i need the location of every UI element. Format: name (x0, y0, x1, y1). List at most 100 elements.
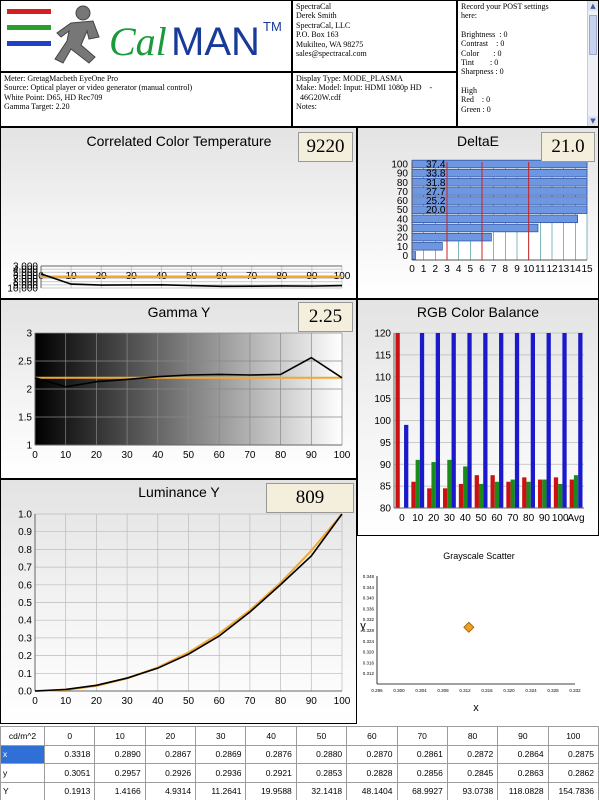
y-tick-label: 70 (397, 187, 409, 198)
table-cell[interactable]: 0.2853 (295, 763, 348, 783)
x-tick-label: 50 (183, 450, 195, 461)
table-cell[interactable]: 0.2828 (346, 763, 398, 783)
table-cell[interactable]: 0.2957 (94, 763, 146, 783)
green-bar (447, 459, 452, 508)
y-tick-label: 110 (375, 372, 391, 383)
x-tick-label: 60 (214, 696, 226, 707)
table-row: x 0.3318 0.2890 0.2867 0.2869 0.2876 0.2880 0.2… (0, 744, 599, 764)
y-tick-label: 0.328 (363, 628, 375, 633)
x-tick-label: 100 (552, 513, 569, 524)
table-row-label[interactable]: y (0, 763, 45, 783)
table-cell[interactable]: 68.9927 (396, 781, 448, 800)
table-row-label[interactable]: x (0, 744, 45, 764)
table-cell[interactable]: 93.0738 (446, 781, 499, 800)
x-tick-label: 0.328 (547, 688, 559, 693)
meter-info: Meter: GretagMacbeth EyeOne Pro Source: … (0, 72, 292, 127)
post-settings-scrollbar[interactable]: ▲ ▼ (587, 1, 598, 126)
table-cell[interactable]: 0.2872 (446, 744, 499, 764)
y-tick-label: 0.336 (363, 606, 375, 611)
x-tick-label: 13 (558, 264, 570, 275)
red-bar (538, 479, 543, 508)
table-cell[interactable]: 0.2890 (94, 744, 146, 764)
table-header-cell: 0 (43, 726, 96, 746)
table-cell[interactable]: 0.1913 (43, 781, 96, 800)
table-cell[interactable]: 0.2936 (195, 763, 247, 783)
table-cell[interactable]: 0.2867 (144, 744, 197, 764)
blue-bar (419, 333, 425, 508)
x-tick-label: 20 (91, 696, 103, 707)
table-cell[interactable]: 32.1418 (295, 781, 348, 800)
scroll-up-icon[interactable]: ▲ (588, 1, 598, 11)
table-cell[interactable]: 0.3318 (43, 744, 96, 764)
table-cell[interactable]: 0.2880 (295, 744, 348, 764)
table-row: y 0.3051 0.2957 0.2926 0.2936 0.2921 0.2853 0.2… (0, 763, 599, 783)
scroll-down-icon[interactable]: ▼ (588, 116, 598, 126)
blue-bar (562, 333, 567, 508)
chart-title: Correlated Color Temperature (87, 133, 272, 149)
x-tick-label: 0 (409, 264, 415, 275)
logo-stripe-green (7, 25, 51, 30)
x-tick-label: 50 (476, 513, 488, 524)
logo-trademark: TM (263, 19, 282, 34)
green-bar (431, 462, 436, 508)
y-tick-label: 50 (397, 205, 409, 216)
table-cell[interactable]: 0.2864 (497, 744, 549, 764)
table-row-label[interactable]: Y (0, 781, 45, 800)
table-cell[interactable]: 19.9588 (245, 781, 297, 800)
x-tick-label: 80 (275, 450, 287, 461)
deltae-bar (411, 251, 416, 260)
blue-bar (483, 333, 488, 508)
green-bar (558, 483, 563, 508)
gamma-chart: Gamma Y 1 1.5 2 2.5 3 0 10 20 30 40 50 60 70 80 90 100 2… (0, 299, 357, 479)
scatter-chart-svg: Grayscale Scatter 0.348 0.344 0.340 0.336 0.3… (360, 551, 581, 714)
table-cell[interactable]: 0.3051 (43, 763, 96, 783)
table-cell[interactable]: 0.2856 (396, 763, 448, 783)
table-cell[interactable]: 0.2870 (346, 744, 398, 764)
x-tick-label: 90 (306, 450, 318, 461)
red-bar (490, 475, 495, 508)
table-cell[interactable]: 118.0828 (497, 781, 549, 800)
y-tick-label: 0.324 (363, 639, 375, 644)
table-cell[interactable]: 0.2876 (245, 744, 297, 764)
table-cell[interactable]: 48.1404 (346, 781, 398, 800)
measured-line (34, 356, 343, 388)
table-cell[interactable]: 4.9314 (144, 781, 197, 800)
post-settings-textarea[interactable]: Record your POST settings here: Brightne… (457, 0, 599, 127)
x-tick-label: Avg (568, 513, 585, 524)
x-tick-label: 70 (244, 450, 256, 461)
table-cell[interactable]: 0.2875 (547, 744, 599, 764)
table-cell[interactable]: 11.2641 (195, 781, 247, 800)
x-tick-label: 0 (399, 513, 405, 524)
company-line: sales@spectracal.com (296, 49, 367, 59)
table-cell[interactable]: 0.2926 (144, 763, 197, 783)
y-tick-label: 0.8 (18, 545, 32, 556)
table-cell[interactable]: 154.7836 (547, 781, 599, 800)
table-cell[interactable]: 0.2861 (396, 744, 448, 764)
x-tick-label: 90 (306, 696, 318, 707)
logo-graphic: Cal MAN TM (7, 5, 282, 64)
table-cell[interactable]: 1.4166 (94, 781, 146, 800)
x-tick-label: 10 (412, 513, 424, 524)
red-bar (458, 483, 464, 508)
company-line: P.O. Box 163 (296, 30, 339, 40)
scrollbar-thumb[interactable] (589, 15, 597, 55)
y-tick-label: 0.348 (363, 574, 375, 579)
deltae-readout: 21.0 (541, 132, 595, 162)
x-axis-label: x (473, 702, 479, 714)
y-tick-label: 90 (380, 460, 392, 471)
table-cell[interactable]: 0.2845 (446, 763, 499, 783)
y-tick-label: 6,000 (13, 271, 38, 282)
x-tick-label: 100 (334, 696, 351, 707)
table-cell[interactable]: 0.2869 (195, 744, 247, 764)
table-cell[interactable]: 0.2863 (497, 763, 549, 783)
x-tick-label: 40 (152, 696, 164, 707)
measurement-table: cd/m^2 0 10 20 30 40 50 60 70 80 90 100 x 0.3318 0.289… (0, 726, 599, 800)
y-tick-label: 0.316 (363, 660, 375, 665)
table-cell[interactable]: 0.2862 (547, 763, 599, 783)
y-tick-label: 0.7 (18, 563, 32, 574)
display-line: Notes: (296, 102, 317, 112)
table-cell[interactable]: 0.2921 (245, 763, 297, 783)
y-tick-label: 30 (397, 224, 409, 235)
y-tick-label: 0.3 (18, 633, 32, 644)
chart-title: Gamma Y (148, 304, 211, 320)
